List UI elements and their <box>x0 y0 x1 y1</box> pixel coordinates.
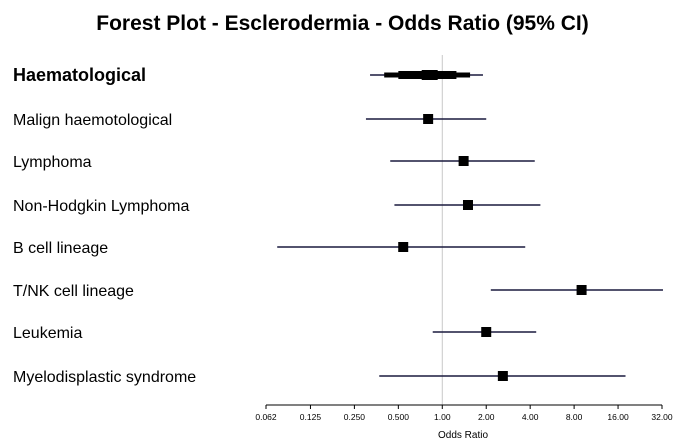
study-label: Myelodisplastic syndrome <box>13 369 196 386</box>
x-tick-label: 8.00 <box>566 412 583 422</box>
x-tick-label: 0.125 <box>300 412 322 422</box>
x-tick-label: 32.00 <box>651 412 673 422</box>
point-estimate-marker <box>576 285 587 295</box>
study-label: B cell lineage <box>13 240 108 257</box>
point-estimate-marker <box>481 327 492 337</box>
study-row: Leukemia <box>13 325 537 342</box>
point-estimate-marker <box>423 114 434 124</box>
summary-row: Haematological <box>13 65 483 85</box>
study-row: B cell lineage <box>13 240 526 257</box>
chart-title: Forest Plot - Esclerodermia - Odds Ratio… <box>96 12 589 35</box>
x-tick-label: 1.00 <box>434 412 451 422</box>
x-axis-label: Odds Ratio <box>438 430 488 441</box>
study-label: Non-Hodgkin Lymphoma <box>13 198 189 215</box>
study-row: Malign haemotological <box>13 112 487 129</box>
x-tick-label: 0.500 <box>388 412 410 422</box>
study-rows: Haematological Malign haemotological Lymph… <box>13 65 663 386</box>
x-tick-label: 4.00 <box>522 412 539 422</box>
x-tick-label: 16.00 <box>607 412 629 422</box>
point-estimate-marker <box>458 156 469 166</box>
x-axis: 0.062 0.125 0.250 0.500 1.00 2.00 4.00 8.00 16.0… <box>255 404 673 422</box>
study-label: T/NK cell lineage <box>13 283 134 300</box>
x-tick-label: 0.062 <box>255 412 277 422</box>
study-label: Leukemia <box>13 325 82 342</box>
x-tick-label: 0.250 <box>344 412 366 422</box>
point-estimate-marker <box>398 242 409 252</box>
study-row: T/NK cell lineage <box>13 283 663 300</box>
summary-label: Haematological <box>13 65 146 85</box>
x-tick-label: 2.00 <box>478 412 495 422</box>
study-row: Myelodisplastic syndrome <box>13 369 626 386</box>
study-row: Lymphoma <box>13 154 535 171</box>
point-estimate-marker <box>462 200 473 210</box>
study-label: Malign haemotological <box>13 112 172 129</box>
point-estimate-marker <box>421 70 438 80</box>
study-row: Non-Hodgkin Lymphoma <box>13 198 541 215</box>
point-estimate-marker <box>497 371 508 381</box>
study-label: Lymphoma <box>13 154 92 171</box>
